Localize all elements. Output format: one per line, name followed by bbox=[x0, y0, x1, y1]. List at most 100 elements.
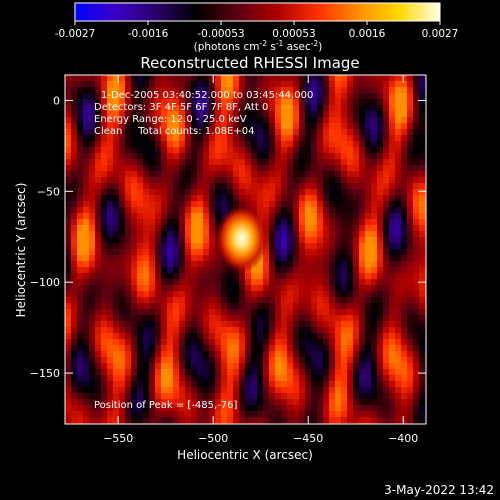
heatmap-cell bbox=[275, 75, 282, 82]
heatmap-cell bbox=[317, 285, 324, 292]
heatmap-cell bbox=[221, 327, 228, 334]
heatmap-cell bbox=[299, 165, 306, 172]
heatmap-cell bbox=[209, 243, 216, 250]
heatmap-cell bbox=[191, 189, 198, 196]
heatmap-cell bbox=[389, 255, 396, 262]
heatmap-cell bbox=[197, 231, 204, 238]
heatmap-cell bbox=[407, 135, 414, 142]
heatmap-cell bbox=[83, 387, 90, 394]
heatmap-cell bbox=[299, 315, 306, 322]
heatmap-cell bbox=[365, 339, 372, 346]
heatmap-cell bbox=[245, 315, 252, 322]
heatmap-cell bbox=[287, 315, 294, 322]
heatmap-cell bbox=[407, 207, 414, 214]
heatmap-cell bbox=[365, 237, 372, 244]
heatmap-cell bbox=[335, 237, 342, 244]
heatmap-cell bbox=[101, 159, 108, 166]
heatmap-cell bbox=[89, 297, 96, 304]
heatmap-cell bbox=[263, 111, 270, 118]
heatmap-cell bbox=[311, 309, 318, 316]
heatmap-cell bbox=[227, 117, 234, 124]
heatmap-cell bbox=[143, 297, 150, 304]
heatmap-cell bbox=[143, 207, 150, 214]
heatmap-cell bbox=[407, 105, 414, 112]
heatmap-cell bbox=[119, 201, 126, 208]
heatmap-cell bbox=[413, 315, 420, 322]
heatmap-cell bbox=[377, 393, 384, 400]
heatmap-cell bbox=[83, 99, 90, 106]
heatmap-cell bbox=[299, 231, 306, 238]
heatmap-cell bbox=[353, 369, 360, 376]
heatmap-cell bbox=[161, 267, 168, 274]
heatmap-cell bbox=[347, 339, 354, 346]
heatmap-cell bbox=[209, 321, 216, 328]
heatmap-cell bbox=[353, 363, 360, 370]
heatmap-cell bbox=[143, 351, 150, 358]
heatmap-cell bbox=[161, 345, 168, 352]
heatmap-cell bbox=[221, 165, 228, 172]
heatmap-cell bbox=[389, 249, 396, 256]
heatmap-cell bbox=[371, 219, 378, 226]
heatmap-cell bbox=[77, 279, 84, 286]
heatmap-cell bbox=[149, 273, 156, 280]
heatmap-cell bbox=[365, 225, 372, 232]
heatmap-cell bbox=[317, 249, 324, 256]
heatmap-cell bbox=[413, 321, 420, 328]
heatmap-cell bbox=[209, 87, 216, 94]
heatmap-cell bbox=[401, 297, 408, 304]
heatmap-cell bbox=[257, 387, 264, 394]
heatmap-cell bbox=[239, 147, 246, 154]
heatmap-cell bbox=[65, 321, 72, 328]
heatmap-cell bbox=[317, 387, 324, 394]
heatmap-cell bbox=[137, 333, 144, 340]
y-tick-label: 0 bbox=[53, 94, 60, 107]
heatmap-cell bbox=[341, 357, 348, 364]
heatmap-cell bbox=[311, 261, 318, 268]
heatmap-cell bbox=[89, 105, 96, 112]
heatmap-cell bbox=[107, 357, 114, 364]
heatmap-cell bbox=[257, 351, 264, 358]
heatmap-cell bbox=[119, 159, 126, 166]
heatmap-cell bbox=[359, 291, 366, 298]
heatmap-cell bbox=[155, 357, 162, 364]
heatmap-cell bbox=[281, 243, 288, 250]
heatmap-cell bbox=[107, 321, 114, 328]
heatmap-cell bbox=[413, 171, 420, 178]
heatmap-cell bbox=[401, 381, 408, 388]
heatmap-cell bbox=[167, 201, 174, 208]
heatmap-cell bbox=[209, 381, 216, 388]
heatmap-cell bbox=[389, 75, 396, 82]
heatmap-cell bbox=[269, 177, 276, 184]
heatmap-cell bbox=[221, 99, 228, 106]
heatmap-cell bbox=[257, 195, 264, 202]
heatmap-cell bbox=[143, 279, 150, 286]
heatmap-cell bbox=[311, 399, 318, 406]
heatmap-cell bbox=[419, 309, 426, 316]
heatmap-cell bbox=[251, 363, 258, 370]
heatmap-cell bbox=[185, 207, 192, 214]
heatmap-cell bbox=[281, 225, 288, 232]
heatmap-cell bbox=[119, 231, 126, 238]
heatmap-cell bbox=[395, 279, 402, 286]
heatmap-cell bbox=[287, 381, 294, 388]
heatmap-cell bbox=[329, 315, 336, 322]
heatmap-cell bbox=[371, 345, 378, 352]
colorbar-tick-label: -0.0016 bbox=[128, 28, 169, 40]
heatmap-cell bbox=[173, 291, 180, 298]
heatmap-cell bbox=[389, 225, 396, 232]
heatmap-cell bbox=[383, 291, 390, 298]
heatmap-cell bbox=[221, 375, 228, 382]
heatmap-cell bbox=[161, 111, 168, 118]
heatmap-cell bbox=[233, 351, 240, 358]
heatmap-cell bbox=[371, 303, 378, 310]
heatmap-cell bbox=[245, 417, 252, 424]
heatmap-cell bbox=[335, 297, 342, 304]
heatmap-cell bbox=[215, 183, 222, 190]
heatmap-cell bbox=[365, 363, 372, 370]
heatmap-cell bbox=[89, 255, 96, 262]
heatmap-cell bbox=[419, 333, 426, 340]
heatmap-cell bbox=[383, 117, 390, 124]
heatmap-cell bbox=[269, 123, 276, 130]
heatmap-cell bbox=[305, 387, 312, 394]
